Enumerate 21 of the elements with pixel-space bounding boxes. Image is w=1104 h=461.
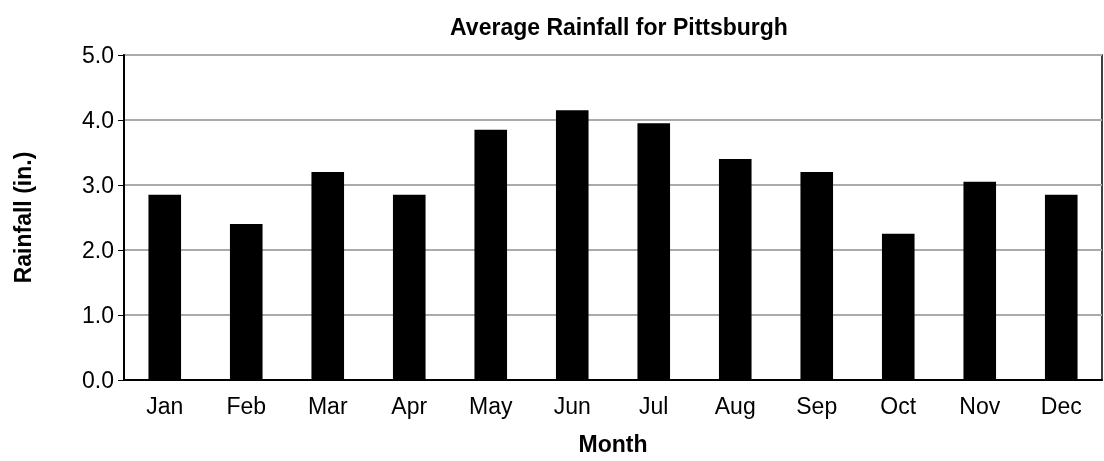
x-tick-label: Aug [714, 392, 756, 419]
y-axis-title: Rainfall (in.) [9, 151, 36, 284]
y-tick-label: 1.0 [82, 302, 114, 328]
x-axis-title: Month [578, 430, 648, 457]
y-tick-label: 2.0 [82, 237, 114, 263]
x-tick-label: Jul [639, 392, 669, 419]
y-tick-label: 3.0 [82, 172, 114, 198]
x-tick-label: Apr [391, 392, 428, 419]
x-tick-label: Feb [226, 392, 267, 419]
x-tick-label: Mar [307, 392, 348, 419]
x-tick-label: Jan [146, 392, 184, 419]
chart-title: Average Rainfall for Pittsburgh [450, 13, 788, 40]
y-tick-label: 0.0 [82, 367, 114, 393]
x-tick-label: Oct [880, 392, 917, 419]
x-tick-label: Sep [796, 392, 838, 419]
x-tick-label: May [469, 392, 513, 419]
x-tick-label: Nov [959, 392, 1001, 419]
y-tick-label: 5.0 [82, 42, 114, 68]
x-tick-label: Jun [553, 392, 591, 419]
y-tick-label: 4.0 [82, 107, 114, 133]
x-tick-label: Dec [1040, 392, 1082, 419]
